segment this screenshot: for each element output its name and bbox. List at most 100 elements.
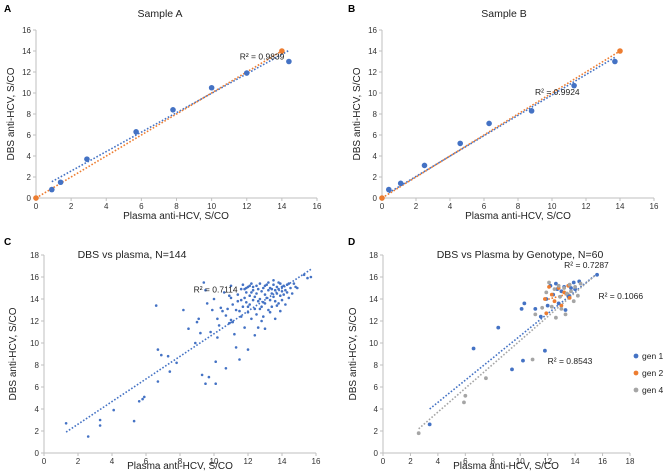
x-axis-label: Plasma anti-HCV, S/CO bbox=[453, 461, 559, 472]
data-point-samples bbox=[285, 291, 289, 294]
data-point-samples bbox=[187, 327, 190, 331]
data-point-samples bbox=[160, 353, 163, 357]
x-tick-label: 12 bbox=[244, 457, 253, 466]
data-point-samples bbox=[267, 288, 270, 292]
x-axis-label: Plasma anti-HCV, S/CO bbox=[465, 211, 571, 222]
x-tick-label: 0 bbox=[42, 457, 47, 466]
y-tick-label: 10 bbox=[368, 89, 377, 98]
data-point-samples bbox=[239, 315, 243, 318]
y-tick-label: 14 bbox=[369, 295, 378, 304]
data-point-samples bbox=[284, 303, 287, 306]
panel-letter: C bbox=[4, 237, 11, 248]
x-tick-label: 8 bbox=[174, 202, 179, 211]
data-point-samples bbox=[277, 302, 280, 305]
data-point-samples bbox=[292, 282, 296, 285]
data-point-samples bbox=[253, 295, 257, 299]
x-tick-label: 12 bbox=[242, 202, 251, 211]
data-point-gen-2 bbox=[543, 297, 547, 301]
data-point-samples bbox=[260, 290, 263, 293]
x-tick-label: 12 bbox=[582, 202, 591, 211]
y-tick-label: 4 bbox=[27, 152, 32, 161]
data-point-gen-4 bbox=[578, 281, 583, 286]
y-tick-label: 4 bbox=[35, 405, 40, 414]
data-point-samples bbox=[280, 285, 284, 289]
data-point-gen-4 bbox=[556, 283, 561, 288]
data-point-samples bbox=[250, 291, 253, 294]
data-point-samples bbox=[282, 293, 286, 296]
data-point-samples bbox=[251, 298, 255, 302]
data-point-gen-1 bbox=[595, 272, 599, 277]
data-point-samples bbox=[309, 275, 313, 279]
trendline-gen-1 bbox=[429, 273, 598, 410]
y-tick-label: 2 bbox=[374, 427, 379, 436]
data-point-blue bbox=[486, 120, 492, 127]
x-tick-label: 4 bbox=[104, 202, 109, 211]
data-point-samples bbox=[231, 320, 234, 324]
data-point-samples bbox=[222, 291, 226, 294]
y-tick-label: 8 bbox=[27, 110, 32, 119]
data-point-gen-4 bbox=[571, 299, 576, 304]
data-point-samples bbox=[98, 424, 102, 427]
y-tick-label: 0 bbox=[373, 194, 378, 203]
x-tick-label: 2 bbox=[408, 457, 413, 466]
data-point-gen-4 bbox=[559, 307, 564, 311]
data-point-samples bbox=[211, 308, 214, 312]
data-point-samples bbox=[256, 299, 260, 303]
data-point-samples bbox=[263, 293, 267, 296]
data-point-gen-1 bbox=[427, 422, 432, 427]
data-point-samples bbox=[272, 295, 275, 299]
data-point-blue bbox=[133, 129, 139, 135]
panel-letter: A bbox=[4, 4, 11, 15]
data-point-samples bbox=[214, 382, 217, 386]
x-tick-label: 10 bbox=[516, 457, 525, 466]
data-point-samples bbox=[243, 287, 246, 291]
data-point-blue bbox=[243, 70, 250, 76]
trendline-orange bbox=[381, 50, 621, 199]
data-point-samples bbox=[241, 305, 245, 309]
data-point-samples bbox=[236, 299, 240, 303]
trendline-orange bbox=[35, 50, 283, 199]
data-point-gen-4 bbox=[416, 431, 421, 436]
data-point-samples bbox=[168, 370, 172, 373]
y-tick-label: 0 bbox=[27, 194, 32, 203]
data-point-samples bbox=[253, 307, 257, 311]
data-point-samples bbox=[250, 317, 253, 321]
data-point-samples bbox=[294, 285, 297, 289]
data-point-samples bbox=[239, 287, 243, 291]
x-tick-label: 6 bbox=[463, 457, 468, 466]
r-squared-label: R² = 0.7287 bbox=[564, 260, 609, 270]
data-point-samples bbox=[236, 293, 240, 296]
data-point-samples bbox=[251, 288, 255, 292]
y-tick-label: 2 bbox=[27, 173, 32, 182]
x-tick-label: 4 bbox=[436, 457, 441, 466]
data-point-gen-1 bbox=[556, 301, 561, 306]
data-point-gen-2 bbox=[552, 299, 557, 304]
data-point-gen-4 bbox=[547, 280, 551, 285]
data-point-gen-4 bbox=[462, 400, 466, 405]
data-point-samples bbox=[212, 297, 216, 301]
data-point-samples bbox=[98, 418, 102, 422]
data-point-samples bbox=[263, 284, 267, 288]
data-point-orange bbox=[279, 48, 285, 54]
data-point-samples bbox=[156, 380, 160, 383]
data-point-samples bbox=[224, 367, 228, 370]
data-point-samples bbox=[246, 305, 250, 309]
data-point-blue bbox=[397, 180, 404, 187]
data-point-samples bbox=[205, 302, 209, 305]
y-tick-label: 16 bbox=[368, 26, 377, 35]
data-point-samples bbox=[199, 331, 202, 335]
x-tick-label: 8 bbox=[178, 457, 183, 466]
x-tick-label: 4 bbox=[448, 202, 453, 211]
data-point-gen-1 bbox=[510, 367, 514, 372]
data-point-gen-1 bbox=[554, 281, 558, 286]
data-point-samples bbox=[279, 294, 282, 298]
y-tick-label: 6 bbox=[374, 383, 379, 392]
data-point-gen-1 bbox=[571, 280, 576, 285]
data-point-blue bbox=[612, 58, 618, 65]
data-point-samples bbox=[250, 282, 253, 285]
r-squared-label: R² = 0.7114 bbox=[194, 284, 238, 294]
r-squared-label: R² = 0.8543 bbox=[548, 356, 593, 366]
data-point-gen-4 bbox=[552, 287, 557, 291]
data-point-samples bbox=[258, 307, 262, 311]
data-point-samples bbox=[143, 395, 146, 399]
